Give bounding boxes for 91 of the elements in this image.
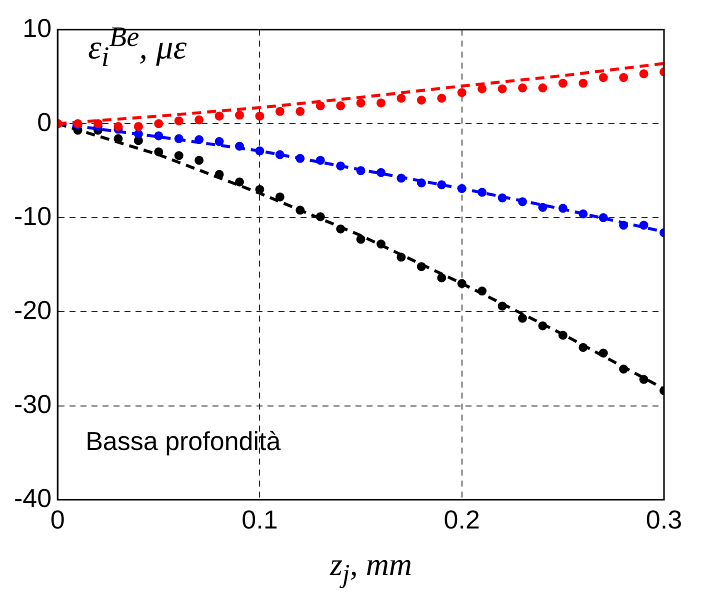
point xyxy=(94,119,103,128)
point xyxy=(214,112,224,121)
y-tick-label: -40 xyxy=(14,482,52,513)
point xyxy=(639,374,648,384)
x-tick-label: 0.2 xyxy=(444,504,480,535)
point xyxy=(154,131,164,140)
point xyxy=(619,220,628,230)
point xyxy=(134,122,143,131)
point xyxy=(598,348,608,358)
point xyxy=(174,151,184,160)
point xyxy=(598,73,608,82)
point xyxy=(478,84,487,94)
point xyxy=(194,135,204,144)
point xyxy=(174,116,184,126)
point xyxy=(396,94,406,103)
point xyxy=(478,188,487,197)
point xyxy=(457,88,466,98)
point xyxy=(396,252,406,262)
point xyxy=(457,279,466,288)
point xyxy=(578,209,588,218)
point xyxy=(214,170,224,179)
y-tick-label: 10 xyxy=(22,12,52,43)
point xyxy=(437,180,446,190)
point xyxy=(598,213,608,222)
point xyxy=(478,286,487,296)
point xyxy=(154,147,164,156)
point xyxy=(134,129,143,138)
point xyxy=(255,184,264,194)
point xyxy=(296,106,305,116)
point xyxy=(336,224,346,234)
point xyxy=(255,112,264,121)
x-axis-title: z$_{j}$, mm xyxy=(328,546,414,589)
point xyxy=(558,204,568,213)
point xyxy=(235,142,244,151)
y-tick-label: -30 xyxy=(14,388,52,419)
point xyxy=(316,212,325,222)
y-axis-title: ε$_{i}$$^{Be}$, με xyxy=(88,22,187,74)
point xyxy=(437,94,446,103)
point xyxy=(376,168,386,178)
point xyxy=(194,115,204,124)
point xyxy=(518,197,527,206)
point xyxy=(316,156,325,165)
point xyxy=(376,98,386,108)
point xyxy=(396,174,406,183)
point xyxy=(538,202,548,212)
point xyxy=(457,184,466,194)
point xyxy=(538,321,548,330)
point xyxy=(498,193,507,202)
point xyxy=(416,96,426,105)
point xyxy=(154,119,164,128)
point xyxy=(356,98,366,108)
point xyxy=(619,364,628,374)
point xyxy=(336,101,346,110)
point xyxy=(275,106,284,116)
annotation: Bassa profondità xyxy=(86,426,282,456)
point xyxy=(336,161,346,170)
point xyxy=(214,137,224,146)
point xyxy=(296,206,305,215)
point xyxy=(437,273,446,282)
point xyxy=(235,177,244,186)
point xyxy=(275,150,284,160)
point xyxy=(255,146,264,156)
point xyxy=(235,110,244,120)
point xyxy=(518,83,527,92)
point xyxy=(538,83,548,92)
point xyxy=(578,342,588,352)
y-tick-label: -20 xyxy=(14,294,52,325)
point xyxy=(558,78,568,88)
point xyxy=(498,302,507,311)
point xyxy=(114,122,123,131)
point xyxy=(316,101,325,110)
point xyxy=(558,330,568,340)
y-tick-label: 0 xyxy=(37,106,52,137)
point xyxy=(356,166,366,176)
point xyxy=(416,262,426,272)
point xyxy=(518,314,527,323)
point xyxy=(275,192,284,202)
point xyxy=(619,73,628,82)
point xyxy=(639,220,648,230)
point xyxy=(296,154,305,163)
x-tick-label: 0.1 xyxy=(242,504,278,535)
point xyxy=(376,240,386,249)
point xyxy=(356,234,366,244)
y-tick-label: -10 xyxy=(14,200,52,231)
point xyxy=(174,134,184,144)
x-tick-label: 0.3 xyxy=(646,504,682,535)
point xyxy=(639,69,648,78)
point xyxy=(578,78,588,88)
point xyxy=(194,156,204,165)
point xyxy=(416,178,426,188)
point xyxy=(498,84,507,94)
